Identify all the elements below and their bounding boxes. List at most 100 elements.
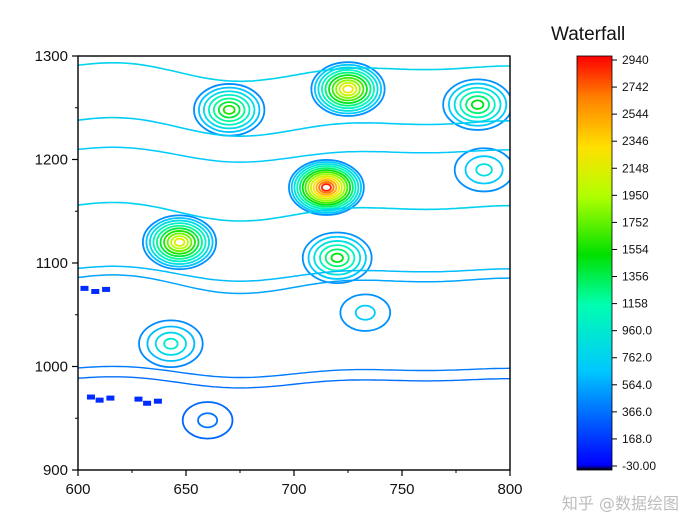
noise-speck (95, 397, 104, 403)
colorbar-tick-label: 762.0 (622, 351, 652, 365)
contour-ring (304, 171, 349, 204)
x-tick-label: 800 (497, 481, 522, 498)
contour-ring (296, 165, 357, 210)
colorbar-tick-label: 1752 (622, 215, 649, 229)
contour-band (78, 116, 510, 138)
contour-ring (307, 173, 346, 202)
contour-ring (312, 177, 341, 198)
contour-ring (301, 169, 352, 206)
contour-ring (328, 74, 368, 104)
colorbar-tick-label: 366.0 (622, 405, 652, 419)
y-tick-label: 1200 (35, 152, 68, 169)
contour-ring (290, 161, 362, 214)
contour-ring (320, 183, 332, 192)
contour-ring (293, 163, 360, 212)
noise-speck (91, 288, 100, 294)
contour-ring (319, 244, 356, 272)
contour-ring (459, 91, 496, 119)
contour-ring (159, 227, 200, 258)
contour-ring (321, 69, 375, 110)
contour-ring (475, 163, 493, 177)
colorbar-tick-label: 2742 (622, 80, 649, 94)
colorbar-tick-label: 1356 (622, 270, 649, 284)
contour-ring (354, 304, 376, 321)
colorbar-tick-label: 1158 (622, 297, 648, 311)
colorbar-tick-label: 564.0 (622, 378, 652, 392)
contour-ring (453, 147, 510, 193)
contour-ring (331, 76, 365, 102)
contour-band (78, 62, 510, 83)
contour-ring (318, 181, 335, 194)
contour-ring (212, 97, 246, 123)
contour-ring (307, 235, 367, 280)
contour-ring (442, 78, 510, 131)
noise-speck (153, 398, 162, 404)
contour-ring (138, 319, 204, 369)
contour-ring (464, 155, 504, 185)
contour-ring (198, 86, 261, 133)
contour-ring (324, 71, 372, 107)
plot-frame (77, 55, 511, 471)
noise-speckles (80, 285, 162, 406)
colorbar-tick-label: 168.0 (622, 432, 652, 446)
colorbar-tick-label: 1950 (622, 188, 649, 202)
colorbar-ticks: 2940 2742 2544 2346 2148 1950 1752 1554 1356 1158… (612, 53, 656, 473)
noise-speck (106, 395, 115, 401)
contour-ring (217, 101, 241, 119)
contour-ring (141, 214, 218, 271)
contour-band (78, 365, 510, 379)
colorbar-tick-label: 2544 (622, 107, 649, 121)
contour-ring (330, 252, 344, 263)
contour-ring (152, 222, 207, 263)
colorbar-tick-label: 1554 (622, 242, 649, 256)
noise-speck (86, 394, 95, 400)
colorbar-gradient (576, 55, 613, 471)
contour-ring (315, 179, 338, 196)
x-tick-label: 650 (173, 481, 198, 498)
y-tick-label: 1000 (35, 359, 68, 376)
contour-lines (78, 61, 510, 440)
contour-ring (154, 331, 187, 356)
contour-ring (145, 217, 214, 268)
contour-ring (207, 93, 251, 126)
x-tick-label: 700 (281, 481, 306, 498)
colorbar-tick-label: 2940 (622, 53, 649, 67)
contour-ring (313, 240, 362, 276)
contour-ring (288, 159, 365, 216)
contour-ring (163, 337, 179, 350)
contour-ring (170, 235, 189, 250)
contour-ring (156, 224, 203, 260)
x-axis-ticks: 600 650 700 750 800 (65, 470, 523, 498)
contour-ring (317, 66, 379, 112)
contour-ring (173, 237, 186, 247)
contour-ring (447, 82, 508, 127)
contour-ring (339, 293, 392, 332)
contour-ring (342, 84, 354, 94)
contour-band (78, 274, 510, 295)
watermark-text: 知乎 @数据绘图 (561, 494, 679, 513)
contour-ring (301, 231, 373, 285)
contour-ring (299, 167, 354, 208)
contour-band (78, 146, 510, 163)
contour-ring (309, 175, 343, 200)
contour-band (78, 201, 510, 222)
y-tick-label: 1100 (36, 255, 68, 272)
contour-band (78, 376, 510, 389)
contour-ring (222, 104, 236, 115)
colorbar-title: Waterfall (551, 24, 625, 45)
x-tick-label: 750 (389, 481, 414, 498)
contour-ring (163, 230, 196, 255)
noise-speck (80, 285, 89, 291)
noise-speck (143, 400, 152, 406)
contour-ring (181, 401, 234, 440)
contour-ring (166, 232, 193, 252)
y-tick-label: 1300 (35, 48, 68, 65)
contour-ring (338, 82, 358, 97)
noise-speck (134, 396, 143, 402)
contour-ring (335, 79, 361, 99)
contour-ring (146, 325, 196, 362)
x-tick-label: 600 (65, 481, 90, 498)
noise-speck (102, 286, 111, 292)
y-tick-label: 900 (43, 462, 68, 479)
